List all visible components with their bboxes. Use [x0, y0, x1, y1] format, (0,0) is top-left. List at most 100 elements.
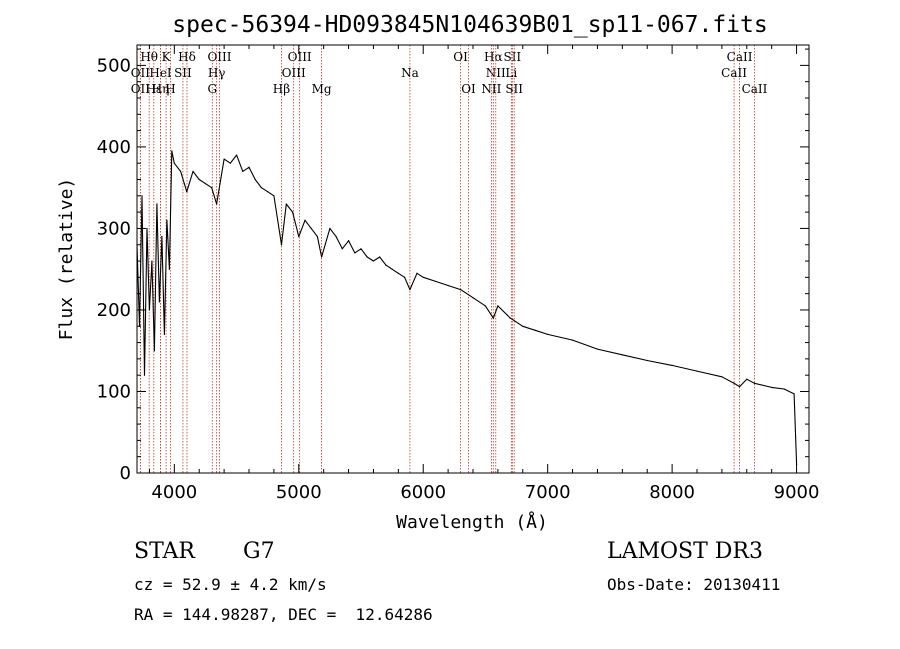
data-point-57	[447, 284, 449, 287]
line-label-26: CaII	[727, 50, 753, 64]
y-tick-label-0: 0	[120, 463, 131, 484]
data-point-39	[320, 256, 323, 258]
data-point-64	[522, 325, 524, 327]
data-point-8	[156, 203, 158, 205]
data-point-7	[153, 350, 156, 352]
data-point-19	[198, 178, 200, 181]
line-label-22: NII	[481, 82, 501, 96]
line-label-8: H	[165, 82, 175, 96]
data-point-71	[671, 364, 673, 366]
data-point-59	[472, 297, 474, 299]
data-point-30	[267, 191, 269, 193]
data-point-62	[497, 305, 499, 307]
data-point-44	[354, 252, 356, 254]
data-point-24	[229, 162, 231, 164]
y-tick-label-1: 100	[97, 381, 131, 402]
data-point-79	[783, 388, 785, 390]
x-tick-label-3: 7000	[525, 482, 571, 503]
data-point-77	[753, 382, 756, 384]
coordinates: RA = 144.98287, DEC = 12.64286	[134, 605, 433, 624]
y-tick-label-4: 400	[97, 137, 131, 158]
line-label-17: Na	[401, 66, 419, 80]
data-point-69	[621, 354, 623, 356]
line-label-10: OIII	[207, 50, 231, 64]
data-point-28	[254, 178, 256, 181]
data-point-12	[166, 219, 168, 221]
y-tick-label-2: 200	[97, 300, 131, 321]
x-tick-label-5: 9000	[774, 482, 820, 503]
data-point-26	[242, 170, 244, 172]
data-point-73	[721, 376, 723, 378]
data-point-36	[304, 219, 306, 221]
y-tick-label-3: 300	[97, 218, 131, 239]
data-point-61	[492, 317, 494, 319]
line-label-21: NII	[486, 66, 506, 80]
line-label-20: Hα	[484, 50, 503, 64]
data-point-32	[280, 244, 283, 246]
object-class: STAR	[134, 539, 195, 564]
data-point-40	[329, 227, 331, 230]
data-point-27	[248, 166, 250, 168]
data-point-23	[223, 158, 225, 160]
line-label-9: Hδ	[178, 50, 196, 64]
data-point-21	[211, 187, 213, 189]
line-label-25: SII	[505, 82, 523, 96]
line-label-19: OI	[461, 82, 476, 96]
data-point-35	[298, 235, 300, 238]
data-point-6	[151, 260, 153, 262]
data-point-31	[273, 195, 275, 197]
data-point-67	[571, 339, 574, 341]
data-point-47	[372, 260, 375, 262]
line-label-7: SII	[174, 66, 192, 80]
line-label-16: Mg	[312, 82, 332, 96]
data-point-22	[216, 203, 218, 205]
data-point-2	[141, 195, 143, 197]
series-spectrum	[136, 150, 798, 465]
x-tick-label-4: 8000	[649, 482, 695, 503]
data-point-53	[409, 288, 411, 291]
line-label-28: CaII	[742, 82, 768, 96]
data-point-68	[596, 348, 599, 350]
line-label-11: Hγ	[208, 66, 226, 80]
data-point-13	[168, 268, 170, 270]
data-point-41	[335, 235, 337, 238]
data-point-43	[347, 240, 350, 242]
data-point-46	[366, 256, 368, 258]
x-tick-label-2: 6000	[400, 482, 446, 503]
line-label-27: CaII	[721, 66, 747, 80]
line-label-14: OIII	[288, 50, 312, 64]
line-label-24: Li	[505, 66, 517, 80]
chart-title: spec-56394-HD093845N104639B01_sp11-067.f…	[172, 12, 767, 38]
data-point-3	[143, 374, 146, 376]
data-point-15	[173, 162, 175, 164]
line-label-18: OI	[453, 50, 468, 64]
data-point-20	[204, 182, 207, 185]
line-label-23: SII	[503, 50, 521, 64]
obs-date: Obs-Date: 20130411	[607, 575, 781, 594]
data-point-49	[385, 264, 387, 266]
y-tick-label-5: 500	[97, 55, 131, 76]
data-point-74	[733, 382, 735, 384]
data-point-38	[316, 235, 319, 238]
survey-name: LAMOST DR3	[607, 539, 763, 564]
data-point-78	[771, 386, 773, 388]
data-point-5	[148, 309, 151, 311]
data-point-33	[285, 203, 287, 205]
line-label-2: OII	[131, 82, 151, 96]
data-point-75	[738, 385, 741, 388]
data-point-34	[291, 211, 294, 213]
data-point-56	[435, 280, 437, 283]
data-point-76	[746, 378, 748, 380]
data-point-4	[146, 227, 148, 230]
data-point-42	[341, 248, 343, 250]
data-point-29	[260, 187, 263, 189]
data-point-14	[171, 150, 173, 152]
data-point-58	[459, 288, 462, 291]
data-point-52	[403, 276, 406, 278]
data-point-60	[484, 305, 487, 307]
data-point-25	[235, 154, 238, 156]
x-axis-label: Wavelength (Å)	[396, 511, 548, 533]
data-point-66	[547, 333, 549, 336]
data-point-18	[192, 170, 194, 172]
